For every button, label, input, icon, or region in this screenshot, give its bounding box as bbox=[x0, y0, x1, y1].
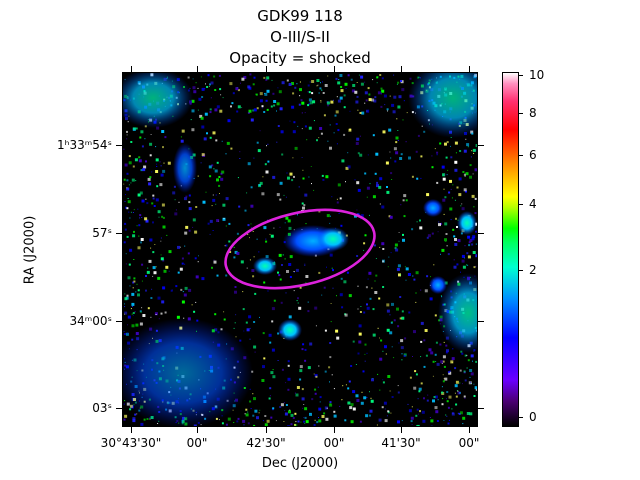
colorbar-label: 8 bbox=[529, 106, 537, 120]
colorbar-tick bbox=[519, 113, 523, 114]
colorbar-tick bbox=[519, 75, 523, 76]
xtick-label: 00" bbox=[186, 436, 208, 450]
xtick-label: 30°43'30" bbox=[100, 436, 162, 450]
figure-title: GDK99 118 bbox=[257, 7, 343, 25]
colorbar bbox=[502, 72, 519, 427]
ytick-mark bbox=[478, 233, 484, 234]
ratio-map-image bbox=[123, 73, 477, 426]
xtick-mark bbox=[334, 427, 335, 433]
ytick-mark bbox=[116, 145, 122, 146]
xtick-mark bbox=[197, 427, 198, 433]
ytick-mark bbox=[478, 321, 484, 322]
figure-subtitle: O-III/S-II bbox=[270, 28, 330, 46]
ytick-mark bbox=[116, 233, 122, 234]
ytick-label: 03ˢ bbox=[92, 401, 112, 415]
ytick-mark bbox=[116, 408, 122, 409]
xtick-mark bbox=[334, 66, 335, 72]
colorbar-tick bbox=[519, 270, 523, 271]
ytick-label: 34ᵐ00ˢ bbox=[69, 314, 113, 328]
colorbar-label: 10 bbox=[529, 68, 545, 82]
figure-opacity-note: Opacity = shocked bbox=[229, 49, 371, 67]
xtick-mark bbox=[401, 427, 402, 433]
xtick-mark bbox=[266, 427, 267, 433]
xtick-mark bbox=[197, 66, 198, 72]
xtick-label: 42'30" bbox=[246, 436, 286, 450]
x-axis-label: Dec (J2000) bbox=[261, 456, 339, 471]
xtick-mark bbox=[401, 66, 402, 72]
colorbar-tick bbox=[519, 204, 523, 205]
xtick-mark bbox=[469, 427, 470, 433]
image-panel bbox=[122, 72, 478, 427]
xtick-mark bbox=[131, 66, 132, 72]
xtick-label: 41'30" bbox=[381, 436, 421, 450]
xtick-label: 00" bbox=[458, 436, 480, 450]
y-axis-label: RA (J2000) bbox=[22, 215, 38, 285]
colorbar-label: 6 bbox=[529, 148, 537, 162]
ytick-label: 1ʰ33ᵐ54ˢ bbox=[57, 138, 112, 152]
emission-regions bbox=[123, 73, 477, 426]
xtick-label: 00" bbox=[323, 436, 345, 450]
ytick-label: 57ˢ bbox=[92, 226, 112, 240]
xtick-mark bbox=[131, 427, 132, 433]
colorbar-label: 0 bbox=[529, 410, 537, 424]
xtick-mark bbox=[469, 66, 470, 72]
aperture-ellipse bbox=[224, 208, 376, 290]
colorbar-tick bbox=[519, 155, 523, 156]
ytick-mark bbox=[478, 145, 484, 146]
colorbar-label: 2 bbox=[529, 263, 537, 277]
xtick-mark bbox=[266, 66, 267, 72]
colorbar-label: 4 bbox=[529, 197, 537, 211]
ytick-mark bbox=[116, 321, 122, 322]
ytick-mark bbox=[478, 408, 484, 409]
colorbar-tick bbox=[519, 417, 523, 418]
